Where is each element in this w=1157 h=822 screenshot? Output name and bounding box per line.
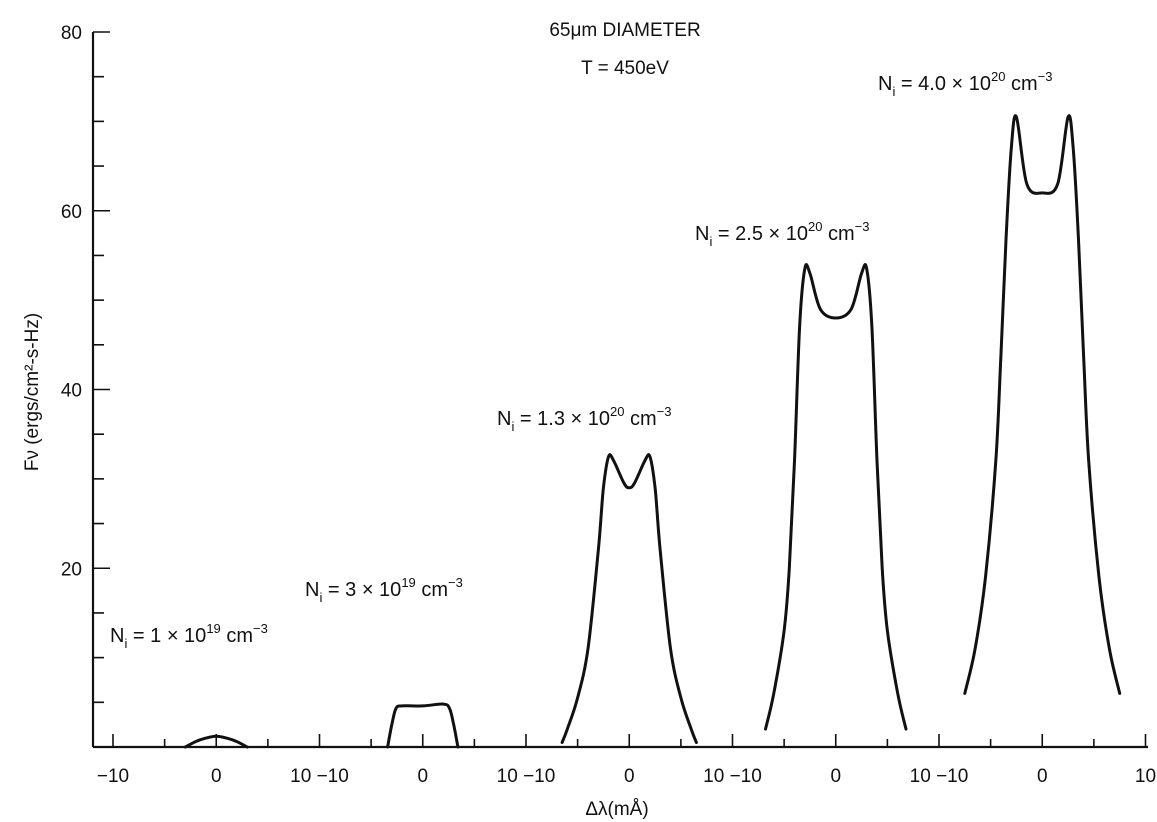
chart-subtitle: T = 450eV bbox=[581, 58, 669, 79]
x-tick-label: 10 −10 bbox=[497, 766, 556, 787]
x-tick-label: −10 bbox=[97, 766, 129, 787]
x-tick-label: 0 bbox=[1037, 766, 1048, 787]
x-tick-label: 10 bbox=[1135, 766, 1156, 787]
x-ticks: −10 0 10 −10 0 10 −10 0 10 −10 0 10 −10 0 10 bbox=[97, 734, 1156, 787]
x-tick-label: 0 bbox=[624, 766, 635, 787]
y-ticks: 20 40 60 80 bbox=[61, 23, 110, 748]
series-line bbox=[386, 702, 460, 749]
series-label: Ni = 4.0 × 1020 cm−3 bbox=[878, 69, 1053, 99]
x-tick-label: 10 −10 bbox=[910, 766, 969, 787]
x-tick-label: 0 bbox=[830, 766, 841, 787]
x-axis-title: Δλ(mÅ) bbox=[585, 799, 648, 820]
series-line bbox=[183, 734, 249, 749]
y-tick-label: 20 bbox=[61, 559, 82, 580]
series-label: Ni = 1 × 1019 cm−3 bbox=[110, 621, 268, 651]
series-label: Ni = 1.3 × 1020 cm−3 bbox=[497, 404, 672, 434]
y-tick-label: 40 bbox=[61, 381, 82, 402]
series-line bbox=[963, 114, 1122, 695]
curves bbox=[183, 114, 1122, 749]
x-tick-label: 10 −10 bbox=[290, 766, 349, 787]
y-tick-label: 60 bbox=[61, 202, 82, 223]
series-label: Ni = 3 × 1019 cm−3 bbox=[305, 575, 463, 605]
series-label: Ni = 2.5 × 1020 cm−3 bbox=[695, 219, 870, 249]
y-axis-title: Fν (ergs/cm²-s-Hz) bbox=[22, 313, 43, 471]
chart-title: 65μm DIAMETER bbox=[549, 20, 700, 41]
series-line bbox=[764, 263, 908, 731]
series-line bbox=[560, 453, 698, 744]
y-tick-label: 80 bbox=[61, 23, 82, 44]
x-tick-label: 10 −10 bbox=[703, 766, 762, 787]
x-tick-label: 0 bbox=[417, 766, 428, 787]
x-tick-label: 0 bbox=[211, 766, 222, 787]
annotations: Ni = 1 × 1019 cm−3 Ni = 3 × 1019 cm−3 Ni =… bbox=[110, 69, 1053, 651]
